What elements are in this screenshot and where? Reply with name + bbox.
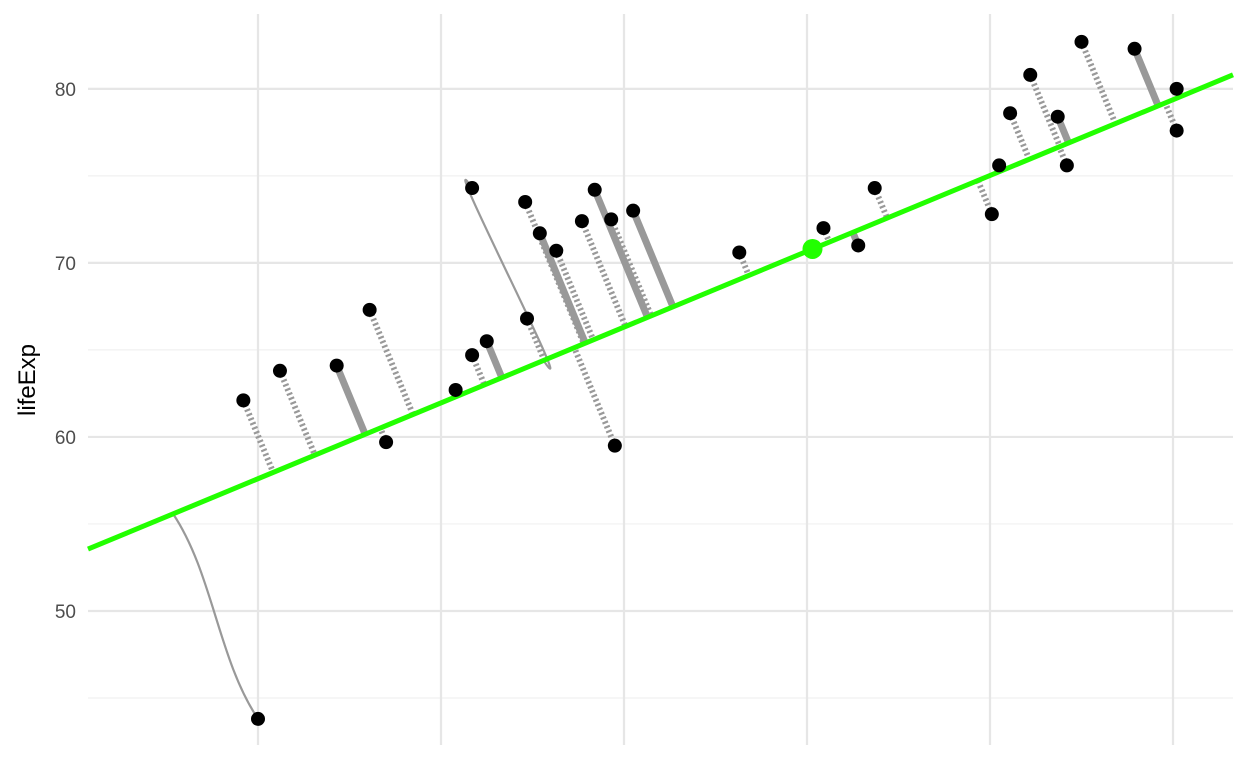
residual-segment (277, 369, 318, 457)
residual-segment (522, 200, 587, 345)
data-point (1059, 158, 1074, 173)
data-point (236, 393, 251, 408)
data-point (251, 711, 265, 726)
data-points (236, 34, 1184, 726)
y-tick-label: 60 (55, 428, 76, 449)
data-point (532, 226, 547, 241)
mean-point (802, 238, 823, 259)
data-point (1127, 41, 1142, 56)
grid (88, 14, 1233, 745)
data-point (362, 302, 377, 317)
residual-segment (240, 399, 276, 474)
data-point (992, 158, 1007, 173)
y-axis-title: lifeExp (14, 344, 41, 416)
data-point (465, 181, 480, 196)
residual-segment (333, 364, 369, 436)
data-point (465, 348, 480, 363)
residual-segment (366, 308, 416, 416)
residual-segment (1056, 145, 1070, 167)
data-point (329, 358, 344, 373)
residual-segment (553, 249, 596, 342)
data-point (1169, 123, 1184, 138)
data-point (626, 203, 641, 218)
residual-segment (579, 219, 629, 328)
data-point (1023, 67, 1038, 82)
data-point (448, 382, 463, 397)
residual-segment (736, 251, 752, 277)
mean-point-marker (802, 238, 823, 259)
data-point (1169, 81, 1184, 96)
residual-segment (629, 209, 677, 309)
data-point (607, 438, 622, 453)
data-point (549, 243, 564, 258)
y-tick-label: 50 (55, 602, 76, 623)
data-point (732, 245, 747, 260)
residual-segment (172, 513, 259, 720)
data-point (587, 182, 602, 197)
residual-segment (571, 346, 618, 447)
y-tick-label: 70 (55, 254, 76, 275)
data-point (1074, 34, 1089, 49)
residual-segment (1078, 40, 1119, 125)
residual-segment (1131, 47, 1162, 108)
data-point (379, 435, 394, 450)
data-point (574, 214, 589, 229)
residual-segment (464, 178, 552, 370)
residual-segment (1027, 73, 1063, 148)
residual-segment (608, 218, 654, 318)
residuals (172, 40, 1183, 720)
data-point (867, 181, 882, 196)
data-point (984, 207, 999, 222)
fit-line (87, 72, 1234, 552)
data-point (1050, 109, 1065, 124)
regression-line (87, 72, 1234, 552)
residual-segment (536, 231, 589, 345)
data-point (816, 221, 831, 236)
data-point (479, 334, 494, 349)
data-point (518, 194, 533, 209)
data-point (851, 238, 866, 253)
y-axis-ticks: 50 60 70 80 (55, 80, 76, 623)
y-tick-label: 80 (55, 80, 76, 101)
data-point (604, 212, 619, 227)
data-point (520, 311, 535, 326)
data-point (272, 363, 287, 378)
residual-segment (1007, 112, 1032, 161)
residual-segment (591, 188, 651, 319)
data-point (1003, 106, 1018, 121)
